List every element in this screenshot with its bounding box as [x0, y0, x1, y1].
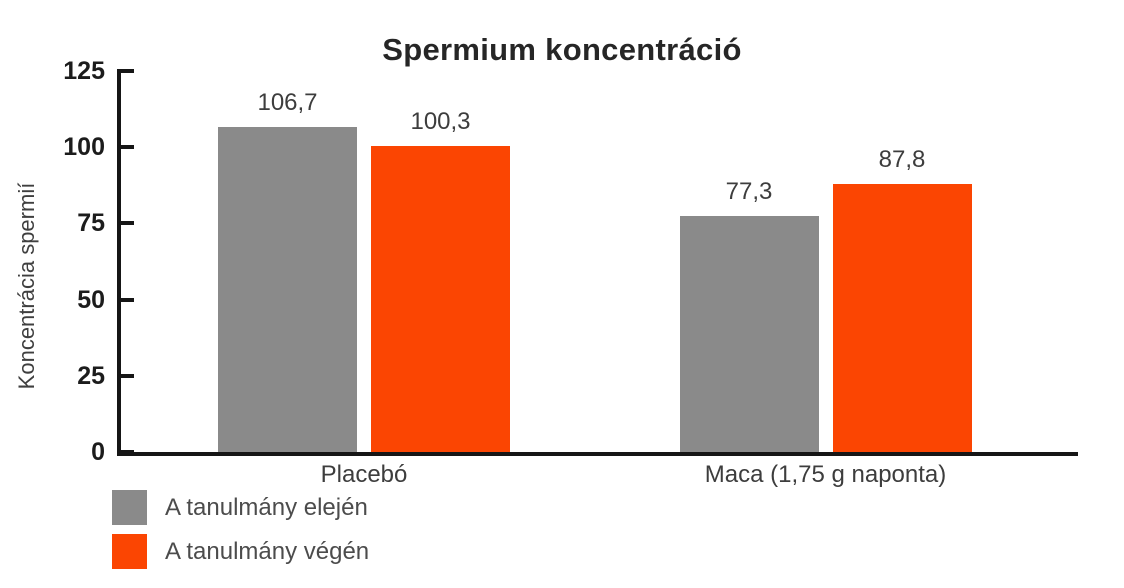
y-axis-line — [117, 71, 121, 456]
legend-item-study-start: A tanulmány elején — [112, 490, 369, 525]
y-tick-label: 50 — [25, 285, 105, 315]
chart-title: Spermium koncentráció — [0, 32, 1124, 68]
legend-item-study-end: A tanulmány végén — [112, 534, 369, 569]
legend-label-study-start: A tanulmány elején — [165, 490, 368, 525]
bar-placebo-end — [371, 146, 510, 452]
bar-maca-start — [680, 216, 819, 452]
bar-value-label: 100,3 — [331, 108, 550, 136]
y-tick-label: 100 — [25, 132, 105, 162]
y-tick-mark — [117, 221, 134, 225]
y-tick-mark — [117, 450, 134, 454]
y-tick-mark — [117, 69, 134, 73]
bar-value-label: 87,8 — [793, 146, 1012, 174]
legend: A tanulmány elején A tanulmány végén — [112, 490, 369, 578]
y-tick-label: 25 — [25, 361, 105, 391]
y-tick-label: 125 — [25, 56, 105, 86]
y-tick-mark — [117, 374, 134, 378]
y-tick-label: 75 — [25, 208, 105, 238]
bar-value-label: 77,3 — [640, 178, 859, 206]
legend-label-study-end: A tanulmány végén — [165, 534, 369, 569]
y-tick-mark — [117, 145, 134, 149]
bar-chart: Spermium koncentráció Koncentrácia sperm… — [0, 0, 1124, 588]
y-tick-mark — [117, 298, 134, 302]
x-axis-line — [117, 452, 1078, 456]
legend-swatch-study-start — [112, 490, 147, 525]
y-tick-label: 0 — [25, 437, 105, 467]
category-label-maca: Maca (1,75 g naponta) — [626, 461, 1026, 489]
category-label-placebo: Placebó — [164, 461, 564, 489]
bar-placebo-start — [218, 127, 357, 452]
legend-swatch-study-end — [112, 534, 147, 569]
bar-maca-end — [833, 184, 972, 452]
